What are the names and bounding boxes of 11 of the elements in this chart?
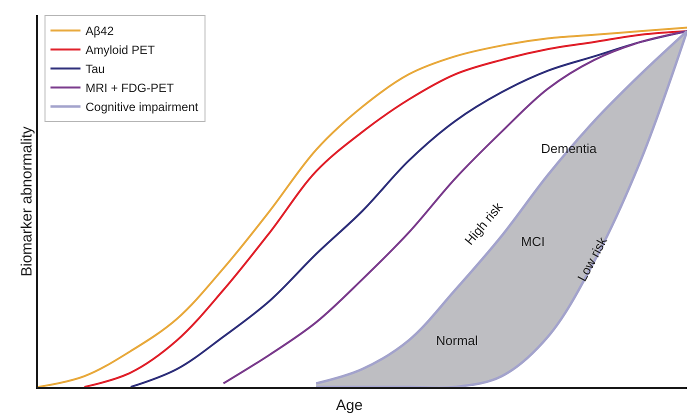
annotation: Dementia	[541, 141, 598, 156]
legend-label: MRI + FDG-PET	[85, 81, 174, 96]
x-axis-title: Age	[336, 397, 363, 414]
legend-label: Amyloid PET	[85, 43, 156, 58]
annotation: Low risk	[574, 234, 610, 284]
legend-label: Tau	[85, 62, 105, 76]
y-axis-title: Biomarker abnormality	[18, 126, 36, 276]
legend-label: Cognitive impairment	[85, 100, 199, 114]
annotation: Normal	[436, 333, 478, 348]
annotation: MCI	[521, 234, 545, 249]
legend-label: Aβ42	[85, 24, 114, 38]
